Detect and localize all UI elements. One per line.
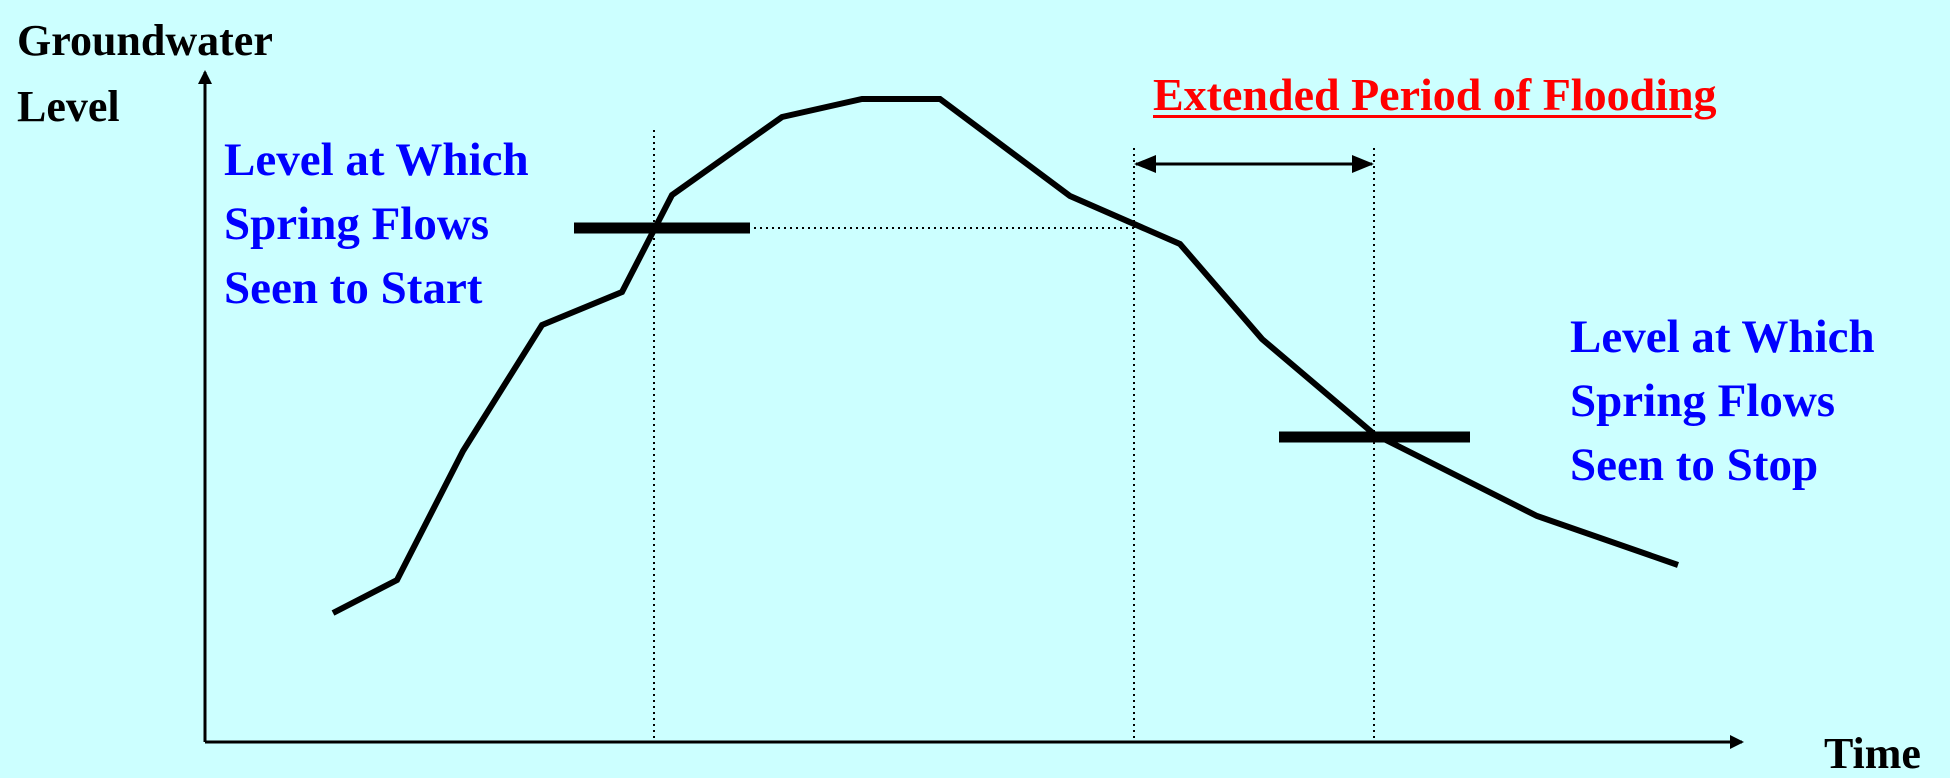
extended-flooding-label: Extended Period of Flooding <box>1153 69 1717 120</box>
stop-level-note: Level at Which Spring Flows Seen to Stop <box>1570 305 1875 497</box>
y-axis-label-line2: Level <box>17 82 120 131</box>
x-axis-label: Time <box>1824 729 1921 778</box>
start-level-note: Level at Which Spring Flows Seen to Star… <box>224 128 529 320</box>
y-axis-label: Groundwater Level <box>17 8 273 140</box>
start-note-line3: Seen to Start <box>224 262 483 314</box>
stop-note-line2: Spring Flows <box>1570 375 1836 427</box>
groundwater-level-curve <box>331 96 1679 616</box>
start-note-line1: Level at Which <box>224 134 529 186</box>
start-note-line2: Spring Flows <box>224 198 490 250</box>
y-axis-label-line1: Groundwater <box>17 16 273 65</box>
stop-note-line3: Seen to Stop <box>1570 439 1819 491</box>
stop-note-line1: Level at Which <box>1570 311 1875 363</box>
